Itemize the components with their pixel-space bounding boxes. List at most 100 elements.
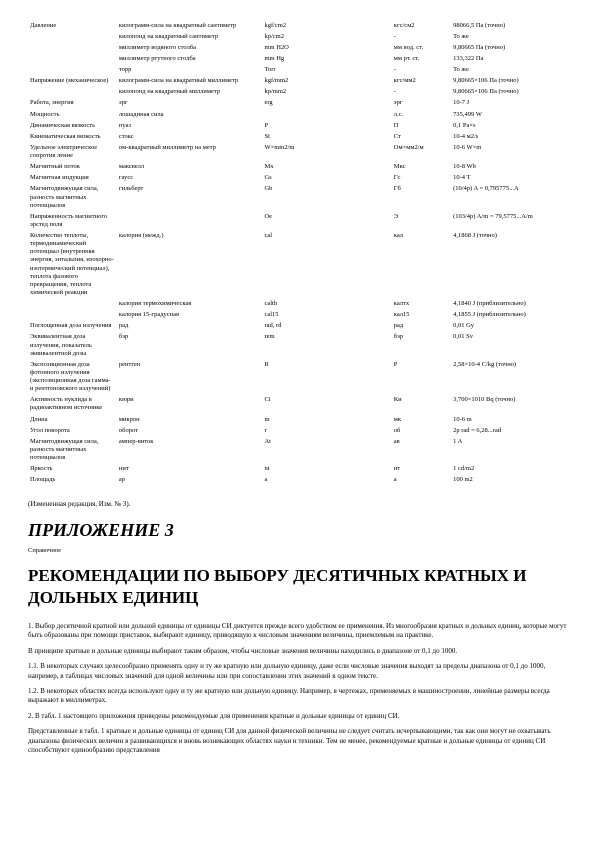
table-cell: Кинематическая вязкость bbox=[28, 131, 117, 142]
table-row: килопонд на квадратный миллиметрkp/mm2-9… bbox=[28, 87, 567, 98]
table-cell bbox=[28, 65, 117, 76]
table-cell: 3,700×1010 Bq (точно) bbox=[451, 395, 567, 414]
table-cell bbox=[333, 87, 392, 98]
table-cell: ар bbox=[117, 475, 263, 486]
table-cell: Gb bbox=[262, 184, 332, 211]
table-cell: Активность нуклида в радиоактивном источ… bbox=[28, 395, 117, 414]
table-cell: Количество теплоты, термодинамический по… bbox=[28, 231, 117, 299]
table-cell: mm H2O bbox=[262, 42, 332, 53]
table-cell: Работа, энергия bbox=[28, 98, 117, 109]
table-cell bbox=[28, 53, 117, 64]
recommendations-heading: РЕКОМЕНДАЦИИ ПО ВЫБОРУ ДЕСЯТИЧНЫХ КРАТНЫ… bbox=[28, 565, 567, 608]
table-cell: 0,01 Gy bbox=[451, 321, 567, 332]
table-cell bbox=[117, 211, 263, 230]
table-cell: r bbox=[262, 425, 332, 436]
table-cell: kp/mm2 bbox=[262, 87, 332, 98]
table-cell: миллиметр водяного столба bbox=[117, 42, 263, 53]
table-cell: (103/4p) A/m = 79,5775...A/m bbox=[451, 211, 567, 230]
table-row: Магнитодвижущая сила, разность магнитных… bbox=[28, 436, 567, 463]
table-row: миллиметр водяного столбаmm H2Oмм вод. с… bbox=[28, 42, 567, 53]
table-row: Поглощенная доза излучениярадrad, rdрад0… bbox=[28, 321, 567, 332]
table-cell: kp/cm2 bbox=[262, 31, 332, 42]
table-cell: Gs bbox=[262, 173, 332, 184]
table-cell bbox=[333, 120, 392, 131]
table-row: торрTorr-То же bbox=[28, 65, 567, 76]
table-cell bbox=[333, 475, 392, 486]
table-cell: миллиметр ртутного столба bbox=[117, 53, 263, 64]
table-cell bbox=[333, 332, 392, 359]
table-cell bbox=[333, 109, 392, 120]
table-row: Магнитный потокмаксвеллMxМкс10-8 Wb bbox=[28, 162, 567, 173]
table-cell: ом-квадратный миллиметр на метр bbox=[117, 142, 263, 161]
table-cell: рад bbox=[117, 321, 263, 332]
table-cell: Torr bbox=[262, 65, 332, 76]
table-cell: 9,80665×106 Па (точно) bbox=[451, 87, 567, 98]
table-cell: 4,1855 J (приблизительно) bbox=[451, 310, 567, 321]
table-cell: Гс bbox=[392, 173, 451, 184]
table-row: килопонд на квадратный сантиметрkp/cm2-Т… bbox=[28, 31, 567, 42]
table-cell: erg bbox=[262, 98, 332, 109]
table-cell: Гб bbox=[392, 184, 451, 211]
reference-note: Справочное bbox=[28, 547, 567, 555]
table-cell: rad, rd bbox=[262, 321, 332, 332]
table-row: Работа, энергияэргergэрг10-7 J bbox=[28, 98, 567, 109]
table-cell: килопонд на квадратный сантиметр bbox=[117, 31, 263, 42]
table-cell: 10-8 Wb bbox=[451, 162, 567, 173]
table-cell bbox=[333, 231, 392, 299]
table-cell: стокс bbox=[117, 131, 263, 142]
table-cell bbox=[333, 142, 392, 161]
table-cell: Oe bbox=[262, 211, 332, 230]
table-cell: оборот bbox=[117, 425, 263, 436]
table-cell: Магнитная индукция bbox=[28, 173, 117, 184]
table-cell: 735,499 W bbox=[451, 109, 567, 120]
table-cell: мм рт. ст. bbox=[392, 53, 451, 64]
table-cell: эрг bbox=[117, 98, 263, 109]
table-row: Угол поворотаоборотrоб2p rad = 6,28...ra… bbox=[28, 425, 567, 436]
table-cell: а bbox=[392, 475, 451, 486]
table-cell: m bbox=[262, 414, 332, 425]
table-cell bbox=[333, 395, 392, 414]
table-cell: (10/4p) A = 0,795775...A bbox=[451, 184, 567, 211]
amendment-note: (Измененная редакция, Изм. № 3). bbox=[28, 500, 567, 509]
table-cell: Длина bbox=[28, 414, 117, 425]
table-row: Напряженность магнитного эрстед поляOeЭ(… bbox=[28, 211, 567, 230]
table-row: Яркостьнитntнт1 cd/m2 bbox=[28, 464, 567, 475]
table-row: Количество теплоты, термодинамический по… bbox=[28, 231, 567, 299]
table-cell: калория термохимическая bbox=[117, 299, 263, 310]
table-cell: бэр bbox=[117, 332, 263, 359]
table-row: Магнитная индукциягауссGsГс10-4 T bbox=[28, 173, 567, 184]
table-row: Длинамикронmмк10-6 m bbox=[28, 414, 567, 425]
table-cell: кгс/см2 bbox=[392, 20, 451, 31]
table-cell bbox=[333, 20, 392, 31]
table-cell bbox=[333, 436, 392, 463]
table-cell bbox=[262, 109, 332, 120]
table-cell bbox=[333, 76, 392, 87]
table-cell bbox=[28, 310, 117, 321]
table-cell: нт bbox=[392, 464, 451, 475]
table-cell: торр bbox=[117, 65, 263, 76]
table-cell: Площадь bbox=[28, 475, 117, 486]
table-cell: 100 m2 bbox=[451, 475, 567, 486]
table-row: Удельное электрическое сопротив лениеом-… bbox=[28, 142, 567, 161]
table-row: Площадьарaа100 m2 bbox=[28, 475, 567, 486]
table-cell bbox=[333, 310, 392, 321]
table-cell: Яркость bbox=[28, 464, 117, 475]
table-cell: 2,58×10-4 C/kg (точно) bbox=[451, 359, 567, 395]
table-cell: 4,1840 J (приблизительно) bbox=[451, 299, 567, 310]
table-cell: ампер-виток bbox=[117, 436, 263, 463]
table-cell: At bbox=[262, 436, 332, 463]
table-row: миллиметр ртутного столбаmm Hg мм рт. ст.… bbox=[28, 53, 567, 64]
table-cell: пуаз bbox=[117, 120, 263, 131]
table-cell: 10-4 м2/s bbox=[451, 131, 567, 142]
table-cell: нит bbox=[117, 464, 263, 475]
table-cell bbox=[333, 211, 392, 230]
table-cell: W×mm2/m bbox=[262, 142, 332, 161]
table-row: Кинематическая вязкостьстоксStСт10-4 м2/… bbox=[28, 131, 567, 142]
table-cell: кал bbox=[392, 231, 451, 299]
table-row: Экспозиционная доза фотонного излучения … bbox=[28, 359, 567, 395]
table-cell: 133,322 Па bbox=[451, 53, 567, 64]
table-row: Мощностьлошадиная силал.с.735,499 W bbox=[28, 109, 567, 120]
table-cell: mm Hg bbox=[262, 53, 332, 64]
table-cell: 4,1868 J (точно) bbox=[451, 231, 567, 299]
body-paragraph: 1. Выбор десятичной кратной или дольной … bbox=[28, 622, 567, 641]
